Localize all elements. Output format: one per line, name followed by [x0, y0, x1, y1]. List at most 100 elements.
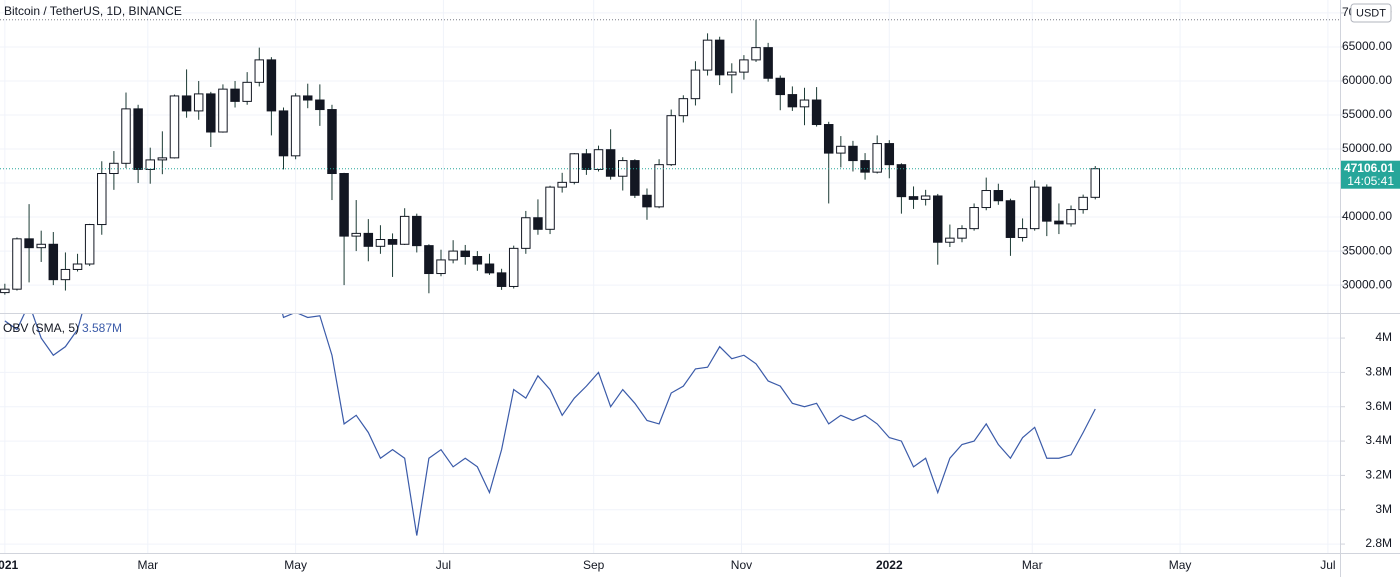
x-tick-label: May: [1169, 558, 1192, 572]
candle-body: [739, 59, 749, 73]
candle-body: [496, 272, 507, 287]
candle-body: [266, 59, 277, 112]
candle-body: [508, 247, 519, 287]
y-tick-label: 55000.00: [1342, 107, 1392, 121]
candle-body: [1005, 200, 1016, 238]
candle-body: [981, 190, 991, 209]
candle-body: [109, 162, 119, 175]
candle-body: [60, 268, 71, 281]
y-tick-label: 30000.00: [1342, 277, 1392, 291]
candle-body: [48, 243, 59, 281]
candle-body: [472, 256, 483, 265]
candle-body: [315, 99, 325, 111]
candle-body: [702, 39, 713, 71]
x-tick-label: 2022: [876, 558, 903, 572]
candle-body: [690, 69, 701, 100]
indicator-value: 3.587M: [82, 321, 122, 335]
y-tick-label: 3.2M: [1365, 468, 1392, 482]
candle-body: [945, 237, 955, 243]
candle-body: [933, 195, 943, 243]
last-price-badge: [1341, 160, 1400, 189]
x-tick-label: Sep: [583, 558, 605, 572]
candle-body: [1029, 186, 1040, 230]
candle-body: [218, 88, 228, 133]
candle-body: [678, 98, 689, 117]
candle-body: [121, 108, 131, 164]
currency-label: USDT: [1356, 7, 1386, 19]
candle-body: [605, 149, 616, 177]
candle-body: [908, 196, 919, 200]
y-tick-label: 60000.00: [1342, 73, 1392, 87]
candle-body: [775, 77, 785, 96]
y-tick-label: 2.8M: [1365, 536, 1392, 550]
candle-body: [618, 160, 628, 177]
candle-body: [654, 164, 664, 208]
candle-body: [363, 232, 374, 247]
y-tick-label: 4M: [1375, 330, 1392, 344]
candle-body: [12, 238, 22, 290]
y-tick-label: 40000.00: [1342, 209, 1392, 223]
candle-body: [714, 39, 725, 76]
candle-body: [72, 263, 83, 270]
countdown: 14:05:41: [1347, 174, 1394, 188]
candle-body: [569, 153, 580, 183]
y-tick-label: 65000.00: [1342, 39, 1392, 53]
candle-body: [969, 207, 979, 230]
candle-body: [666, 115, 676, 166]
candle-body: [593, 149, 604, 170]
candle-body: [836, 145, 846, 154]
candle-body: [823, 124, 834, 154]
candle-body: [727, 71, 737, 76]
candle-body: [533, 217, 543, 230]
candle-body: [327, 109, 337, 175]
candle-body: [412, 215, 422, 247]
candle-body: [339, 173, 349, 237]
candle-body: [424, 245, 434, 275]
candle-body: [254, 59, 265, 83]
candle-body: [1078, 196, 1088, 211]
candle-body: [763, 47, 773, 79]
candle-body: [642, 194, 652, 208]
candle-body: [1054, 220, 1064, 225]
candle-body: [84, 224, 95, 265]
x-tick-label: Nov: [731, 558, 752, 572]
candle-body: [884, 143, 895, 166]
candle-body: [193, 93, 204, 112]
last-price-label: 47106.01: [1344, 161, 1394, 175]
candle-body: [860, 160, 870, 173]
y-tick-label: 3.4M: [1365, 433, 1392, 447]
candle-body: [1042, 186, 1052, 222]
candle-body: [133, 108, 143, 170]
candle-body: [1017, 228, 1028, 238]
candle-body: [872, 143, 882, 173]
candle-body: [290, 95, 301, 157]
x-tick-label: Jul: [436, 558, 451, 572]
candle-body: [242, 81, 252, 102]
candle-body: [811, 99, 822, 126]
y-tick-label: 3.6M: [1365, 399, 1392, 413]
price-pane: [0, 19, 1340, 295]
candle-body: [957, 228, 967, 239]
y-tick-label: 35000.00: [1342, 243, 1392, 257]
y-tick-label: 3.8M: [1365, 365, 1392, 379]
candle-body: [848, 145, 858, 162]
candle-body: [460, 250, 470, 258]
candle-body: [436, 259, 446, 275]
candle-body: [0, 288, 10, 294]
x-tick-label: Mar: [137, 558, 158, 572]
candle-body: [230, 88, 240, 102]
candle-body: [351, 232, 361, 237]
candle-body: [581, 153, 592, 170]
obv-line: [4, 314, 1096, 536]
chart-title: Bitcoin / TetherUS, 1D, BINANCE: [4, 4, 182, 18]
candle-body: [630, 160, 640, 196]
candle-body: [206, 93, 216, 133]
candle-body: [169, 95, 180, 159]
candle-body: [387, 239, 398, 245]
candle-body: [375, 239, 386, 247]
currency-badge[interactable]: [1350, 3, 1392, 23]
candle-body: [1066, 209, 1076, 225]
candle-body: [545, 186, 555, 230]
candle-body: [557, 181, 567, 188]
